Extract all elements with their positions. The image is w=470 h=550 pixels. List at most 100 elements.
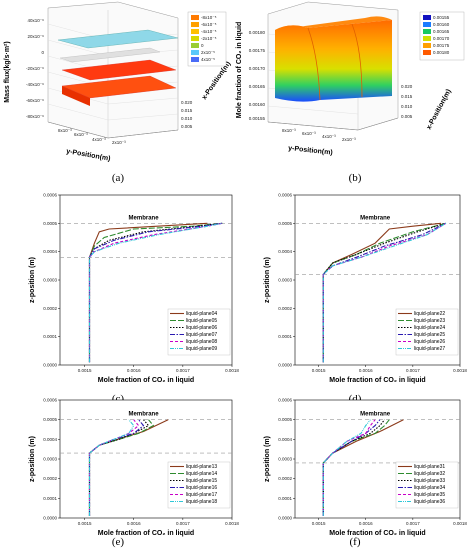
legend-label: -8x10⁻⁵	[201, 15, 217, 20]
line-chart-panels: 0.0000 0.0001 0.0002 0.0003 0.0004 0.0005 0.00…	[29, 193, 467, 549]
panel-b-xlabel: x-Position(m)	[426, 88, 453, 131]
y-tick-label: 0.0006	[43, 398, 57, 403]
legend-swatch	[191, 22, 199, 27]
y-tick-label: 0.0000	[43, 516, 57, 521]
y-tick-label: 0.0001	[43, 334, 57, 339]
panel-a-zticks: 40x10⁻⁶ 20x10⁻⁶ 0 -20x10⁻⁶ -40x10⁻⁶ -60x…	[26, 18, 44, 119]
panel-b-xtick: 0.020	[401, 84, 413, 89]
legend-label: 0.00160	[433, 22, 450, 27]
legend-label: liquid-plane16	[186, 485, 217, 491]
panel-a-ylabel: y-Position(m)	[66, 148, 111, 163]
y-axis-title: z-position (m)	[29, 257, 36, 303]
legend-swatch	[423, 43, 431, 48]
panel-b-legend: 0.00155 0.00160 0.00165 0.00170 0.00175 …	[419, 11, 465, 61]
y-axis-title: z-position (m)	[264, 257, 271, 303]
legend-swatch	[191, 15, 199, 20]
legend-label: liquid-plane15	[186, 478, 217, 484]
legend-swatch	[191, 29, 199, 34]
y-tick-label: 0.0002	[278, 306, 292, 311]
panel-b-floor-edge	[267, 121, 359, 131]
x-tick-label: 0.0017	[406, 368, 420, 373]
panel-b-ylabel: y-Position(m)	[288, 145, 333, 157]
legend-label: 0.00180	[433, 50, 450, 55]
legend-swatch	[191, 57, 199, 62]
y-tick-label: 0.0004	[43, 437, 57, 442]
legend-swatch	[191, 43, 199, 48]
panel-b-surface-top	[275, 16, 392, 30]
membrane-label: Membrane	[360, 215, 391, 221]
x-axis-title: Mole fraction of CO₂ in liquid	[98, 530, 194, 537]
panel-b-zticks: 0.00180 0.00175 0.00170 0.00165 0.00160 …	[249, 30, 266, 121]
panel-b-label: (b)	[349, 172, 362, 184]
x-tick-label: 0.0015	[312, 368, 326, 373]
x-tick-label: 0.0017	[406, 521, 420, 526]
panel-b-zlabel: Mole fraction of CO₂ in liquid	[236, 22, 243, 118]
legend-label: liquid-plane22	[414, 311, 445, 317]
panel-b-ztick: 0.00175	[249, 48, 266, 53]
legend-box	[395, 461, 459, 509]
legend-label: liquid-plane05	[186, 318, 217, 324]
panel-a-legend: -8x10⁻⁵ -6x10⁻⁵ -4x10⁻⁵ -2x10⁻⁵ 0 2x10⁻⁵…	[187, 11, 227, 67]
legend-label: liquid-plane27	[414, 346, 445, 352]
y-tick-label: 0.0000	[278, 363, 292, 368]
y-tick-label: 0.0001	[278, 496, 292, 501]
series-line-liquid-plane15	[88, 419, 150, 516]
legend-swatch	[191, 36, 199, 41]
y-tick-label: 0.0003	[278, 278, 292, 283]
legend-label: -4x10⁻⁵	[201, 29, 217, 34]
membrane-label: Membrane	[129, 412, 160, 418]
y-tick-label: 0.0005	[278, 221, 292, 226]
x-tick-label: 0.0015	[78, 521, 92, 526]
legend-label: liquid-plane06	[186, 325, 217, 331]
x-tick-label: 0.0018	[453, 368, 467, 373]
legend-label: liquid-plane07	[186, 332, 217, 338]
membrane-label: Membrane	[129, 215, 160, 221]
y-tick-label: 0.0006	[43, 193, 57, 198]
panel-b-ytick: 6x10⁻³	[302, 131, 316, 136]
panel-a-ztick: 0	[41, 50, 44, 55]
x-tick-label: 0.0018	[453, 521, 467, 526]
legend-label: 4x10⁻⁵	[201, 57, 215, 62]
panel-a-ytick: 8x10⁻³	[58, 128, 72, 133]
panel-b-ridge	[307, 27, 321, 101]
series-line-liquid-plane26	[322, 222, 447, 363]
legend-label: -6x10⁻⁵	[201, 22, 217, 27]
panel-c-line-chart: 0.0000 0.0001 0.0002 0.0003 0.0004 0.0005 0.00…	[29, 193, 239, 406]
series-line-liquid-plane27	[322, 222, 447, 363]
series-line-liquid-plane16	[88, 419, 145, 516]
panel-e-line-chart: 0.0000 0.0001 0.0002 0.0003 0.0004 0.0005 0.00…	[29, 398, 239, 549]
legend-label: 0.00165	[433, 29, 450, 34]
panel-a-ztick: 20x10⁻⁶	[28, 34, 45, 39]
legend-label: 2x10⁻⁵	[201, 50, 215, 55]
legend-label: liquid-plane33	[414, 478, 445, 484]
panel-a-ytick: 4x10⁻³	[92, 137, 106, 142]
legend-label: liquid-plane34	[414, 485, 445, 491]
legend-label: liquid-plane24	[414, 325, 445, 331]
panel-label: (e)	[112, 536, 125, 548]
x-tick-label: 0.0018	[225, 521, 239, 526]
panel-f-line-chart: 0.0000 0.0001 0.0002 0.0003 0.0004 0.0005 0.00…	[264, 398, 467, 549]
panel-a-surface-top	[57, 29, 179, 49]
panel-a-ztick: -80x10⁻⁶	[26, 114, 44, 119]
y-tick-label: 0.0003	[43, 278, 57, 283]
panel-b-surface	[275, 20, 392, 102]
x-tick-label: 0.0016	[127, 521, 141, 526]
legend-label: liquid-plane35	[414, 492, 445, 498]
panel-b-ztick: 0.00170	[249, 66, 266, 71]
x-tick-label: 0.0017	[176, 521, 190, 526]
y-axis-title: z-position (m)	[29, 436, 36, 482]
y-tick-label: 0.0003	[43, 457, 57, 462]
y-tick-label: 0.0006	[278, 398, 292, 403]
legend-label: liquid-plane25	[414, 332, 445, 338]
legend-label: 0	[201, 43, 204, 48]
y-tick-label: 0.0001	[278, 334, 292, 339]
panel-a-ztick: -40x10⁻⁶	[26, 82, 44, 87]
series-line-liquid-plane23	[322, 222, 447, 363]
panel-b-ridge2	[351, 23, 363, 98]
x-axis-title: Mole fraction of CO₂ in liquid	[329, 530, 425, 537]
legend-swatch	[423, 50, 431, 55]
x-tick-label: 0.0016	[359, 521, 373, 526]
x-axis-title: Mole fraction of CO₂ in liquid	[98, 377, 194, 384]
legend-label: 0.00155	[433, 15, 450, 20]
panel-d-line-chart: 0.0000 0.0001 0.0002 0.0003 0.0004 0.0005 0.00…	[264, 193, 467, 406]
